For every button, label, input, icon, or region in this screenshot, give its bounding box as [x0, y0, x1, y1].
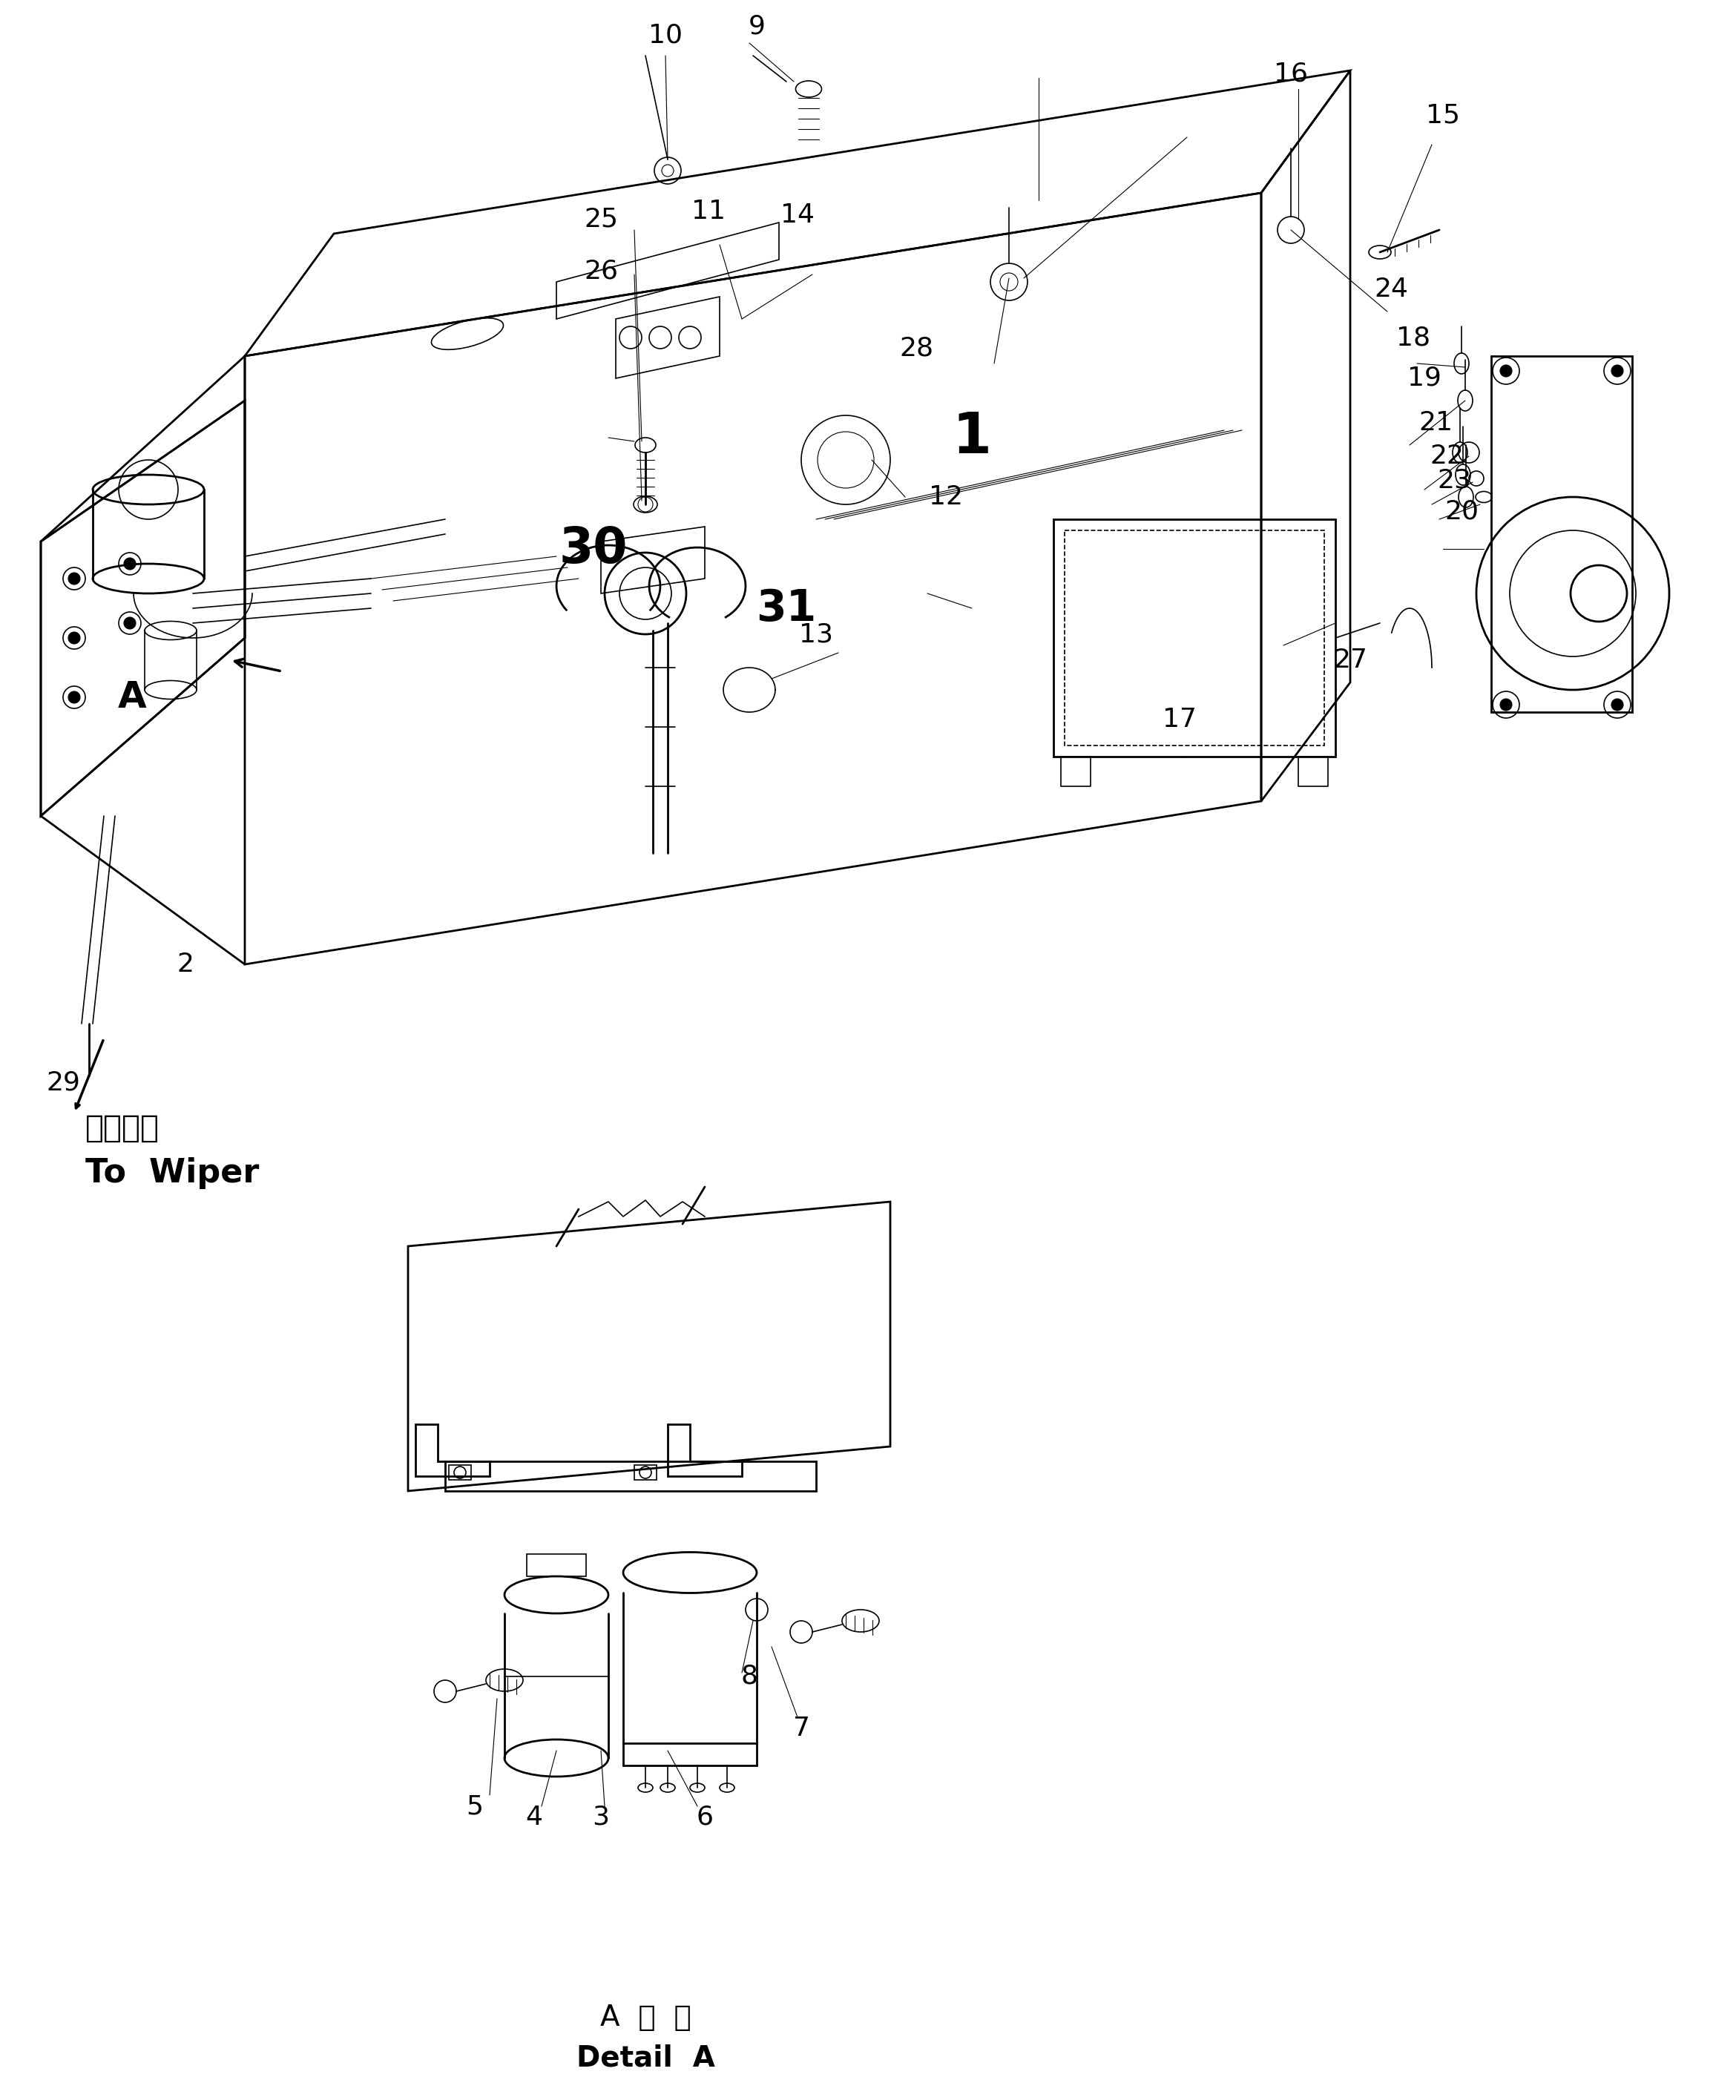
- Circle shape: [123, 559, 135, 569]
- Text: 26: 26: [583, 258, 618, 284]
- Text: 15: 15: [1425, 103, 1460, 128]
- Text: A: A: [118, 680, 146, 716]
- Text: 8: 8: [741, 1663, 759, 1688]
- Circle shape: [68, 632, 80, 645]
- Text: 25: 25: [583, 206, 618, 231]
- Text: To  Wiper: To Wiper: [85, 1157, 259, 1189]
- Text: 23: 23: [1437, 468, 1470, 493]
- Text: 7: 7: [793, 1716, 809, 1741]
- Text: 12: 12: [929, 485, 963, 510]
- Text: 28: 28: [899, 336, 934, 361]
- Text: 17: 17: [1163, 708, 1196, 733]
- Circle shape: [123, 617, 135, 630]
- Text: 10: 10: [649, 23, 682, 48]
- Text: 6: 6: [696, 1804, 713, 1829]
- Circle shape: [1500, 699, 1512, 710]
- Text: 19: 19: [1408, 365, 1441, 391]
- Circle shape: [68, 691, 80, 704]
- Text: 27: 27: [1333, 647, 1368, 672]
- Text: 3: 3: [592, 1804, 609, 1829]
- Circle shape: [1500, 365, 1512, 376]
- Text: 24: 24: [1373, 277, 1408, 302]
- Text: Detail  A: Detail A: [576, 2045, 715, 2073]
- Text: 18: 18: [1396, 326, 1430, 351]
- Text: 1: 1: [953, 410, 991, 464]
- Circle shape: [1611, 699, 1623, 710]
- Circle shape: [1611, 365, 1623, 376]
- Text: A  詳  細: A 詳 細: [601, 2003, 691, 2033]
- Text: 9: 9: [748, 13, 766, 38]
- Text: 2: 2: [177, 951, 194, 976]
- Text: ワイパへ: ワイパへ: [85, 1113, 160, 1145]
- Text: 31: 31: [757, 588, 816, 630]
- Text: 5: 5: [467, 1793, 483, 1819]
- Text: 4: 4: [526, 1804, 543, 1829]
- Text: 20: 20: [1444, 500, 1479, 525]
- Text: 30: 30: [559, 525, 628, 573]
- Text: 13: 13: [799, 622, 833, 647]
- Text: 16: 16: [1274, 61, 1307, 86]
- Text: 22: 22: [1430, 443, 1463, 468]
- Text: 11: 11: [691, 200, 726, 225]
- Text: 21: 21: [1418, 410, 1453, 435]
- Text: 14: 14: [781, 202, 814, 227]
- Circle shape: [68, 573, 80, 584]
- Text: 29: 29: [47, 1071, 80, 1096]
